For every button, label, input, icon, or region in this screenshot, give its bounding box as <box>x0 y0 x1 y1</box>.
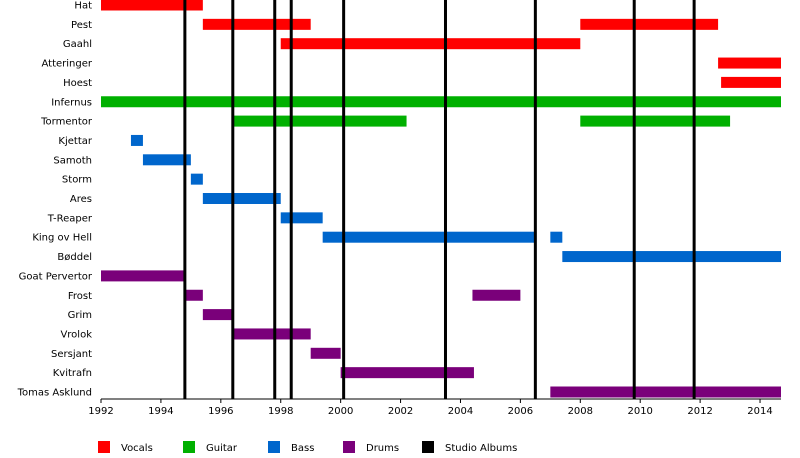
member-label-tormentor: Tormentor <box>40 117 93 128</box>
x-axis: 1992 1994 1996 1998 2000 2002 2004 2006 2008 2010… <box>88 398 781 417</box>
bar-t-reaper-1 <box>280 212 323 224</box>
member-label-goat-pervertor: Goat Pervertor <box>19 271 93 282</box>
legend-label-bass: Bass <box>291 443 314 454</box>
member-label-ares: Ares <box>70 194 92 205</box>
bar-hoest-1 <box>721 76 781 88</box>
x-tick-label-2006: 2006 <box>508 406 533 417</box>
x-tick-label-2002: 2002 <box>388 406 413 417</box>
bar-kjettar-1 <box>130 134 143 146</box>
legend-swatch-studio-albums <box>422 441 434 453</box>
bar-kvitrafn-1 <box>340 367 474 379</box>
x-tick-label-2004: 2004 <box>448 406 473 417</box>
bar-goat-pervertor-1 <box>101 270 185 282</box>
member-label-king-ov-hell: King ov Hell <box>32 233 92 244</box>
member-label-sersjant: Sersjant <box>51 349 92 360</box>
bar-atteringer-1 <box>718 57 781 69</box>
member-label-samoth: Samoth <box>53 155 92 166</box>
bar-storm-1 <box>190 173 203 185</box>
member-label-pest: Pest <box>71 20 92 31</box>
member-label-atteringer: Atteringer <box>42 59 93 70</box>
legend-label-studio-albums: Studio Albums <box>445 443 517 454</box>
bar-pest-1 <box>202 18 311 30</box>
bar-vrolok-1 <box>232 328 311 340</box>
x-tick-label-2008: 2008 <box>568 406 593 417</box>
member-label-grim: Grim <box>68 310 92 321</box>
legend-label-vocals: Vocals <box>121 443 153 454</box>
member-label-hat: Hat <box>74 1 92 12</box>
legend-swatch-bass <box>268 441 280 453</box>
bar-samoth-1 <box>142 154 191 166</box>
bar-tomas-asklund-1 <box>550 386 781 398</box>
bar-tormentor-1 <box>232 115 407 127</box>
legend-label-drums: Drums <box>366 443 399 454</box>
member-bars <box>101 0 781 398</box>
bar-frost-2 <box>472 289 521 301</box>
bar-ares-1 <box>202 193 281 204</box>
bar-frost-1 <box>184 289 203 301</box>
bar-gaahl-1 <box>280 38 581 50</box>
member-label-infernus: Infernus <box>51 97 92 108</box>
member-label-frost: Frost <box>68 291 92 302</box>
x-tick-label-2014: 2014 <box>747 406 772 417</box>
member-labels: Hat Pest Gaahl Atteringer Hoest Infernus Torme… <box>17 1 93 399</box>
bar-hat-1 <box>101 0 203 11</box>
legend-swatch-guitar <box>183 441 195 453</box>
x-tick-label-2010: 2010 <box>627 406 652 417</box>
x-tick-label-2000: 2000 <box>328 406 353 417</box>
studio-album-lines <box>183 0 696 399</box>
bar-king-ov-hell-2 <box>550 231 563 243</box>
member-label-kvitrafn: Kvitrafn <box>53 368 92 379</box>
x-tick-label-2012: 2012 <box>687 406 712 417</box>
bar-pest-2 <box>580 18 719 30</box>
member-label-vrolok: Vrolok <box>60 329 92 340</box>
legend-swatch-drums <box>343 441 355 453</box>
bar-sersjant-1 <box>310 347 341 359</box>
bar-king-ov-hell-1 <box>322 231 536 243</box>
member-label-t-reaper: T-Reaper <box>47 213 93 224</box>
member-label-kjettar: Kjettar <box>58 136 92 147</box>
member-label-b-ddel: Bøddel <box>57 252 92 263</box>
x-tick-label-1996: 1996 <box>208 406 233 417</box>
legend-swatch-vocals <box>98 441 110 453</box>
member-label-gaahl: Gaahl <box>63 39 92 50</box>
legend-label-guitar: Guitar <box>206 443 238 454</box>
bar-b-ddel-1 <box>562 251 781 263</box>
bar-grim-1 <box>202 309 233 321</box>
x-tick-label-1994: 1994 <box>148 406 173 417</box>
legend: Vocals Guitar Bass Drums Studio Albums <box>98 441 517 454</box>
bar-tormentor-2 <box>580 115 731 127</box>
x-tick-label-1998: 1998 <box>268 406 293 417</box>
member-label-storm: Storm <box>62 175 92 186</box>
bar-infernus-1 <box>101 96 781 108</box>
member-label-tomas-asklund: Tomas Asklund <box>17 388 92 399</box>
member-label-hoest: Hoest <box>63 78 92 89</box>
x-tick-label-1992: 1992 <box>88 406 113 417</box>
